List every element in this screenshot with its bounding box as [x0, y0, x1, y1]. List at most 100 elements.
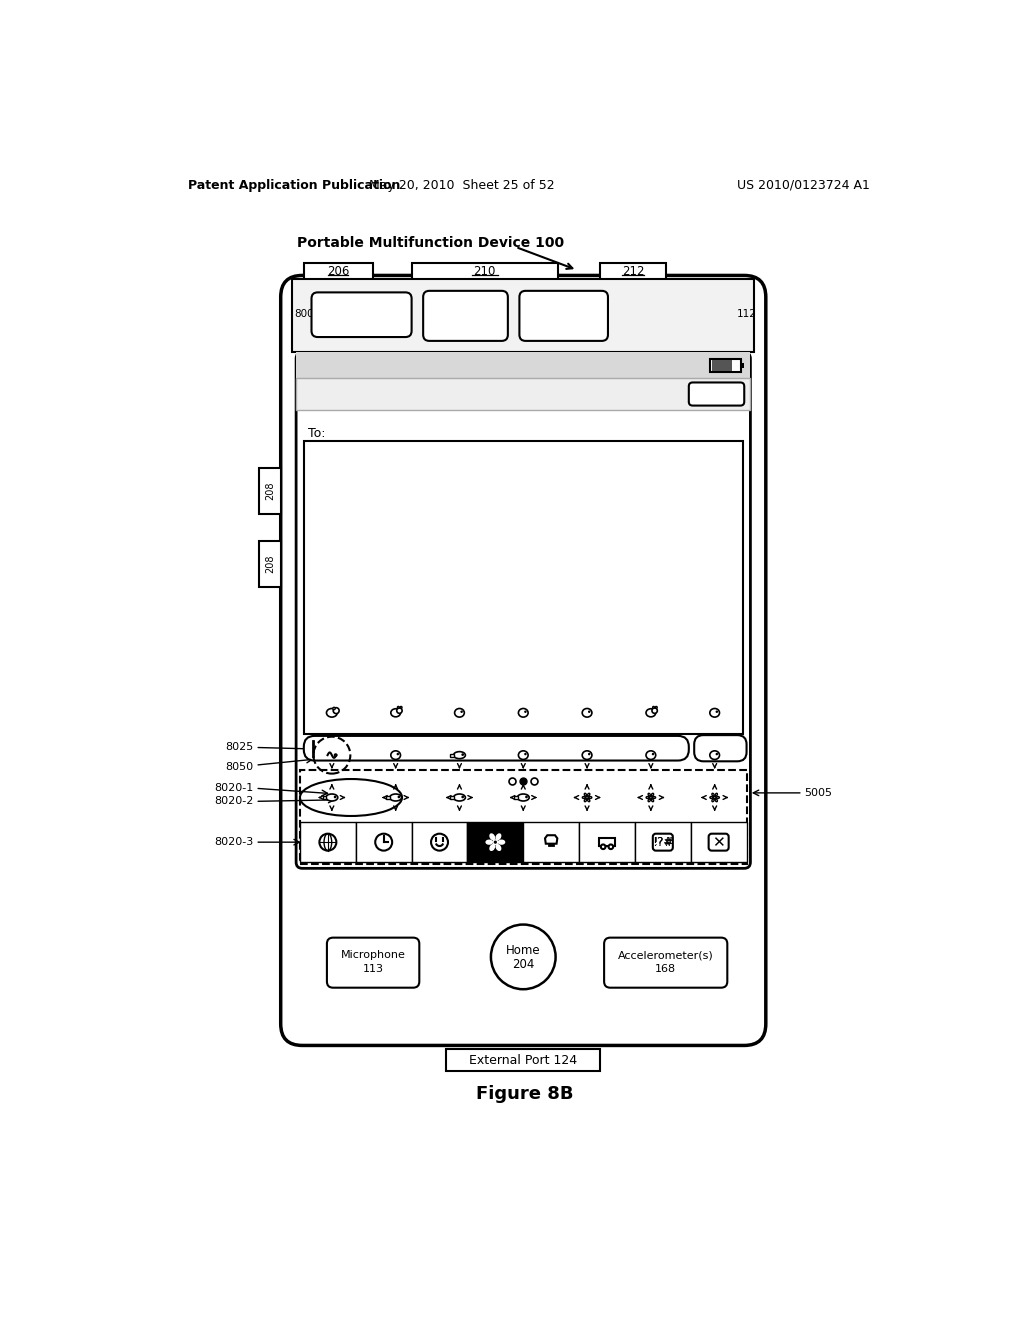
- Ellipse shape: [583, 796, 586, 799]
- Text: !?#: !?#: [651, 836, 674, 849]
- Text: 112: 112: [736, 309, 757, 319]
- Text: ✕: ✕: [713, 834, 725, 850]
- FancyBboxPatch shape: [709, 834, 729, 850]
- Text: May 20, 2010  Sheet 25 of 52: May 20, 2010 Sheet 25 of 52: [369, 178, 554, 191]
- Text: Microphone: Microphone: [341, 950, 406, 960]
- Bar: [691, 822, 746, 862]
- Text: .....l AT&T   E: .....l AT&T E: [304, 360, 375, 370]
- Ellipse shape: [333, 708, 339, 714]
- Text: 208: 208: [265, 482, 274, 500]
- Text: Speaker: Speaker: [338, 302, 386, 315]
- FancyBboxPatch shape: [304, 737, 689, 760]
- Bar: [304, 441, 742, 734]
- Bar: [292, 280, 755, 352]
- Ellipse shape: [712, 799, 714, 801]
- Ellipse shape: [588, 799, 590, 801]
- FancyBboxPatch shape: [694, 735, 746, 762]
- Ellipse shape: [585, 799, 587, 801]
- Text: Proximity: Proximity: [538, 300, 590, 310]
- FancyBboxPatch shape: [311, 293, 412, 337]
- FancyBboxPatch shape: [653, 834, 673, 850]
- Text: 212: 212: [622, 265, 644, 279]
- Ellipse shape: [601, 845, 605, 849]
- Ellipse shape: [608, 845, 613, 849]
- Ellipse shape: [646, 796, 649, 799]
- Bar: [259, 541, 281, 587]
- Text: !?#: !?#: [653, 837, 673, 847]
- FancyArrow shape: [386, 796, 390, 799]
- FancyBboxPatch shape: [296, 352, 751, 869]
- Text: 111: 111: [350, 315, 373, 327]
- Ellipse shape: [715, 793, 718, 796]
- Bar: [635, 822, 691, 862]
- Text: 166: 166: [553, 322, 574, 331]
- Text: 8020-1: 8020-1: [214, 783, 254, 793]
- Text: 9:16 AM: 9:16 AM: [499, 359, 548, 372]
- FancyArrow shape: [323, 796, 327, 799]
- Ellipse shape: [518, 709, 528, 717]
- Ellipse shape: [319, 834, 336, 850]
- Text: Optical: Optical: [445, 300, 485, 310]
- Text: Home: Home: [506, 944, 541, 957]
- Bar: [712, 360, 732, 371]
- Ellipse shape: [710, 709, 720, 717]
- Polygon shape: [545, 836, 557, 843]
- Bar: [296, 378, 751, 411]
- Ellipse shape: [652, 706, 654, 709]
- Ellipse shape: [714, 796, 716, 799]
- Bar: [259, 469, 281, 515]
- Text: External Port 124: External Port 124: [469, 1053, 578, 1067]
- Ellipse shape: [400, 706, 402, 709]
- Ellipse shape: [490, 845, 495, 850]
- Bar: [412, 822, 467, 862]
- Ellipse shape: [396, 708, 402, 713]
- FancyBboxPatch shape: [604, 937, 727, 987]
- Ellipse shape: [651, 793, 653, 796]
- Ellipse shape: [655, 706, 657, 709]
- Ellipse shape: [326, 795, 338, 801]
- Bar: [467, 822, 523, 862]
- Ellipse shape: [397, 706, 399, 709]
- Text: 800B: 800B: [295, 309, 322, 319]
- Ellipse shape: [715, 799, 718, 801]
- Ellipse shape: [486, 841, 493, 843]
- Ellipse shape: [517, 795, 529, 801]
- Ellipse shape: [490, 834, 495, 840]
- Ellipse shape: [454, 795, 465, 801]
- Ellipse shape: [333, 708, 335, 710]
- Ellipse shape: [390, 795, 401, 801]
- Ellipse shape: [710, 751, 720, 759]
- Ellipse shape: [493, 840, 498, 845]
- Ellipse shape: [499, 841, 505, 843]
- Bar: [304, 263, 373, 280]
- Bar: [412, 263, 558, 280]
- Ellipse shape: [651, 799, 653, 801]
- Text: 208: 208: [265, 554, 274, 573]
- Ellipse shape: [648, 793, 650, 796]
- Ellipse shape: [646, 751, 655, 759]
- Ellipse shape: [646, 709, 655, 717]
- Text: New Message: New Message: [412, 384, 562, 404]
- Ellipse shape: [652, 708, 657, 713]
- FancyBboxPatch shape: [327, 937, 419, 987]
- Text: 8025: 8025: [225, 742, 254, 752]
- Ellipse shape: [375, 834, 392, 850]
- Bar: [300, 770, 746, 865]
- Ellipse shape: [490, 924, 556, 989]
- Bar: [599, 838, 614, 846]
- Text: Accelerometer(s): Accelerometer(s): [617, 950, 714, 960]
- Bar: [296, 352, 751, 378]
- Ellipse shape: [327, 709, 337, 717]
- Text: 8050: 8050: [225, 762, 254, 772]
- FancyArrow shape: [514, 796, 518, 799]
- Bar: [741, 363, 744, 368]
- FancyBboxPatch shape: [689, 383, 744, 405]
- Text: 5005: 5005: [804, 788, 833, 797]
- Ellipse shape: [649, 796, 652, 799]
- FancyArrow shape: [451, 796, 454, 799]
- Ellipse shape: [648, 799, 650, 801]
- Bar: [711, 359, 741, 372]
- Ellipse shape: [391, 709, 400, 717]
- Bar: [600, 263, 666, 280]
- Text: 113: 113: [362, 964, 384, 974]
